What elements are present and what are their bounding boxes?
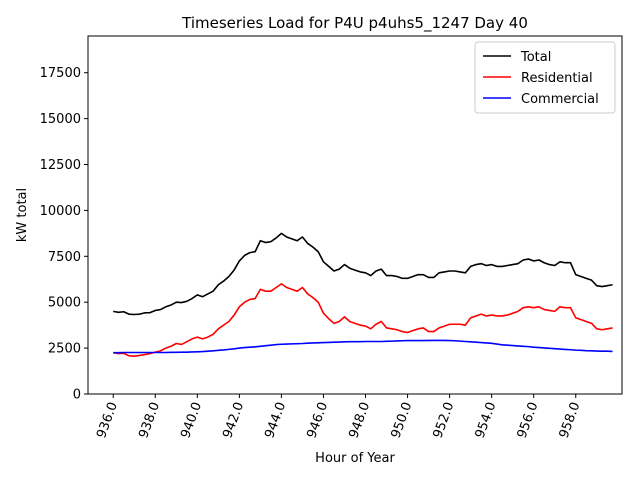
y-tick-label: 10000 [40, 204, 81, 219]
y-tick-label: 12500 [40, 158, 81, 173]
y-axis-label: kW total [15, 188, 30, 242]
y-tick-label: 5000 [48, 296, 81, 311]
legend-box [474, 41, 616, 114]
series-line-total [113, 232, 613, 316]
series-line-residential [113, 283, 613, 357]
y-tick-label: 17500 [40, 66, 81, 81]
y-tick-label: 2500 [48, 342, 81, 357]
y-tick-label: 0 [73, 388, 81, 403]
y-tick-label: 15000 [40, 112, 81, 127]
legend-label-commercial: Commercial [521, 92, 599, 107]
series-line-commercial [113, 339, 613, 354]
legend-label-total: Total [520, 50, 551, 65]
x-axis-label: Hour of Year [315, 451, 395, 466]
series-layer [113, 232, 613, 357]
legend-label-residential: Residential [521, 71, 593, 86]
y-tick-label: 7500 [48, 250, 81, 265]
legend: Total Residential Commercial [474, 41, 616, 114]
y-axis: 0 2500 5000 7500 10000 12500 15000 17500 [40, 66, 88, 403]
chart-title: Timeseries Load for P4U p4uhs5_1247 Day … [181, 14, 528, 33]
plot-frame [87, 35, 623, 395]
